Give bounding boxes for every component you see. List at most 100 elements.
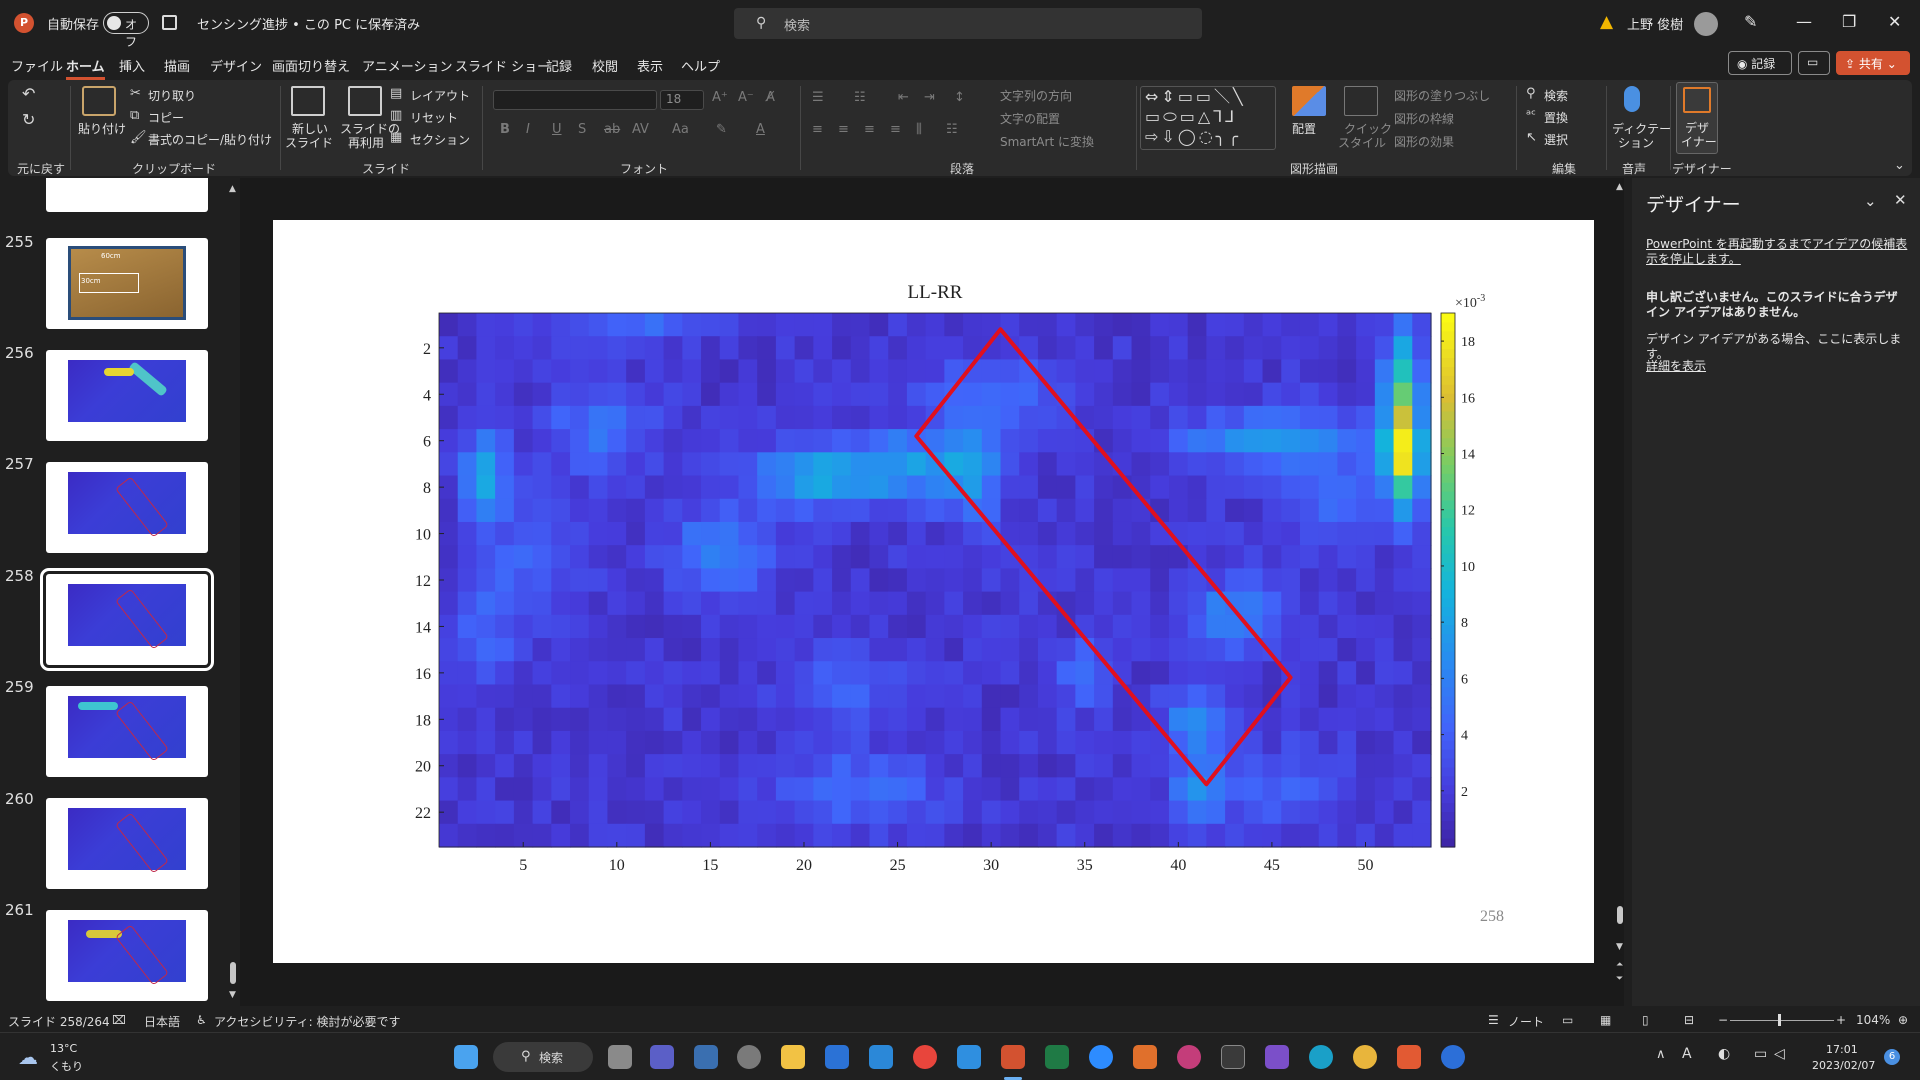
replace-button[interactable]: 置換 [1544,111,1569,125]
settings-icon[interactable] [737,1045,761,1069]
weather-desc[interactable]: くもり [50,1060,83,1073]
maps-icon[interactable] [1441,1045,1465,1069]
slack-icon[interactable] [1177,1045,1201,1069]
quick-styles-label-1[interactable]: クイック [1344,122,1393,136]
undo-icon[interactable]: ↶ [22,84,36,103]
next-slide-icon[interactable]: ⏷ [1616,974,1624,984]
align-text-button[interactable]: 文字の配置 [1000,112,1061,126]
find-button[interactable]: 検索 [1544,89,1569,103]
scroll-thumb[interactable] [1617,906,1623,924]
menu-help[interactable]: ヘルプ [681,60,721,75]
scroll-down-icon[interactable]: ▼ [1616,942,1623,952]
slide-thumbnail[interactable] [46,686,208,777]
paste-icon[interactable] [82,86,116,116]
teams-icon[interactable] [650,1045,674,1069]
network-icon[interactable]: ◐ [1718,1046,1731,1062]
decrease-indent-icon[interactable]: ⇤ [898,90,909,105]
annotation-rounded-rectangle[interactable] [914,327,1293,787]
display-icon[interactable]: ▭ [1754,1046,1768,1062]
menu-insert[interactable]: 挿入 [119,60,146,75]
volume-icon[interactable]: ◁ [1774,1046,1785,1062]
justify-icon[interactable]: ≡ [890,122,901,137]
minimize-icon[interactable]: — [1796,12,1812,31]
italic-icon[interactable]: I [526,122,530,137]
terminal-icon[interactable] [1221,1045,1245,1069]
reuse-slides-label-2[interactable]: 再利用 [348,136,385,150]
restart-notice-link[interactable]: PowerPoint を再起動するまでアイデアの候補表示を停止します。 [1646,237,1908,266]
slide-thumbnail[interactable] [46,350,208,441]
pen-icon[interactable]: ✎ [1744,12,1758,31]
font-color-icon[interactable]: A [756,122,765,137]
document-title[interactable]: センシング進捗 • この PC に保存済み [197,18,421,33]
menu-record[interactable]: 記録 [546,60,573,75]
shapes-gallery[interactable]: ⇔⇕▭▭＼╲ ▭⬭▭△⅂⅃ ⇨⇩◯◌╮╭ [1140,86,1276,150]
menu-animations[interactable]: アニメーション [362,60,453,75]
avatar[interactable] [1694,12,1718,36]
chevron-up-icon[interactable]: ∧ [1656,1047,1666,1062]
bold-icon[interactable]: B [500,122,510,137]
slide-thumbnail[interactable] [46,178,208,212]
reset-button[interactable]: リセット [410,111,459,125]
align-center-icon[interactable]: ≡ [838,122,849,137]
line-spacing-icon[interactable]: ↕ [954,90,965,105]
chrome-canary-icon[interactable] [1353,1045,1377,1069]
shape-outline-button[interactable]: 図形の枠線 [1394,112,1455,126]
notification-badge[interactable]: 6 [1884,1049,1900,1065]
text-direction-button[interactable]: 文字列の方向 [1000,89,1073,103]
menu-slideshow[interactable]: スライド ショー [455,60,551,75]
store-icon[interactable] [825,1045,849,1069]
taskbar-search[interactable]: ⚲ 検索 [493,1042,593,1072]
increase-indent-icon[interactable]: ⇥ [924,90,935,105]
scroll-up-icon[interactable]: ▲ [1616,182,1623,192]
reading-view-icon[interactable]: ▯ [1642,1013,1649,1027]
align-left-icon[interactable]: ≡ [812,122,823,137]
comments-button[interactable]: ▭ [1798,51,1830,75]
save-icon[interactable] [162,15,177,30]
designer-button[interactable]: デザ イナー [1676,82,1718,154]
microphone-icon[interactable] [1624,86,1640,112]
previous-slide-icon[interactable]: ⏶ [1616,960,1624,970]
chrome-icon[interactable] [913,1045,937,1069]
clear-format-icon[interactable]: A̸ [766,90,775,105]
reuse-slides-label-1[interactable]: スライドの [340,122,401,136]
slide-thumbnail-selected[interactable] [40,568,214,671]
menu-design[interactable]: デザイン [210,60,263,75]
menu-review[interactable]: 校閲 [592,60,619,75]
details-link[interactable]: 詳細を表示 [1646,359,1707,373]
mail-icon[interactable] [869,1045,893,1069]
close-icon[interactable]: ✕ [1888,12,1902,31]
windows-start-icon[interactable] [454,1045,478,1069]
select-button[interactable]: 選択 [1544,133,1569,147]
chevron-down-icon[interactable]: ⌄ [382,14,393,29]
dictate-label-2[interactable]: ション [1618,136,1655,150]
zoom-icon[interactable] [1089,1045,1113,1069]
format-painter-button[interactable]: 書式のコピー/貼り付け [148,133,273,147]
accessibility-status[interactable]: アクセシビリティ: 検討が必要です [214,1015,401,1029]
slide[interactable]: LL-RR 5 10 15 20 25 30 35 40 45 50 2 4 6 8 10 12 14 16 18… [273,220,1594,963]
align-right-icon[interactable]: ≡ [864,122,875,137]
new-slide-label-1[interactable]: 新しい [292,122,329,136]
slide-sorter-icon[interactable]: ▦ [1600,1013,1612,1027]
scroll-down-icon[interactable]: ▼ [229,990,236,1000]
close-icon[interactable]: ✕ [1894,191,1907,209]
share-button[interactable]: ⇪ 共有 ⌄ [1836,51,1910,75]
list-format-icon[interactable]: ☷ [946,122,958,137]
search-box[interactable]: ⚲ 検索 [734,8,1202,39]
edge-icon[interactable] [1309,1045,1333,1069]
weather-temp[interactable]: 13°C [50,1042,78,1055]
section-button[interactable]: セクション [410,133,471,147]
menu-transitions[interactable]: 画面切り替え [272,60,351,75]
autosave-toggle[interactable]: オフ [103,12,149,49]
zoom-in-icon[interactable]: + [1836,1013,1847,1027]
copy-button[interactable]: コピー [148,111,185,125]
matlab-icon[interactable] [1133,1045,1157,1069]
smartart-button[interactable]: SmartArt に変換 [1000,135,1094,149]
fit-to-window-icon[interactable]: ⊕ [1898,1013,1909,1027]
menu-file[interactable]: ファイル [11,60,64,75]
font-size-field[interactable]: 18 [660,90,704,110]
columns-icon[interactable]: ⫼ [916,122,922,137]
file-explorer-icon[interactable] [781,1045,805,1069]
clock-date[interactable]: 2023/02/07 [1812,1059,1876,1072]
ime-icon[interactable]: A [1682,1046,1692,1062]
scroll-up-icon[interactable]: ▲ [229,184,236,194]
